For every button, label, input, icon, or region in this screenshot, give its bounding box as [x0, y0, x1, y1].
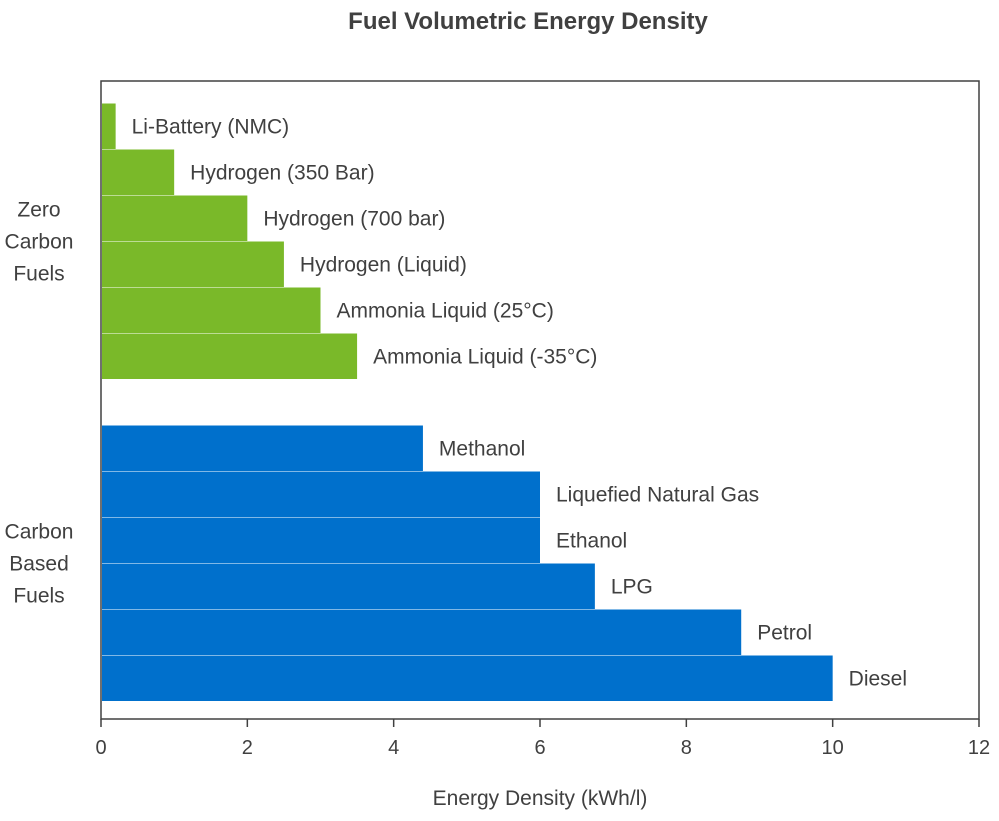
bar-ethanol [102, 517, 540, 563]
x-tick-label-8: 8 [681, 737, 692, 759]
bar-label-hydrogen-700-bar: Hydrogen (700 bar) [263, 207, 445, 230]
bar-hydrogen-350-bar [102, 149, 175, 195]
bar-label-lpg: LPG [611, 575, 653, 598]
group-label-carbon-based-fuels: Carbon Based Fuels [5, 521, 74, 608]
bar-label-liquefied-natural-gas: Liquefied Natural Gas [556, 483, 759, 506]
bar-petrol [102, 609, 742, 655]
bar-label-ammonia-liquid-25-c: Ammonia Liquid (25°C) [337, 299, 554, 322]
bar-methanol [102, 425, 423, 471]
bar-hydrogen-700-bar [102, 195, 248, 241]
bar-ammonia-liquid-25-c [102, 287, 321, 333]
bar-label-hydrogen-liquid: Hydrogen (Liquid) [300, 253, 467, 276]
group-labels-layer: Zero Carbon Fuels Carbon Based Fuels [5, 199, 74, 608]
x-axis-ticks: 0 2 4 6 8 10 12 [95, 719, 990, 759]
x-tick-label-10: 10 [822, 737, 844, 759]
x-tick-label-6: 6 [534, 737, 545, 759]
x-tick-label-4: 4 [388, 737, 399, 759]
x-axis-title: Energy Density (kWh/l) [433, 787, 648, 810]
x-tick-label-0: 0 [95, 737, 106, 759]
group-label-zero-carbon-fuels: Zero Carbon Fuels [5, 199, 74, 286]
bar-ammonia-liquid-35-c [102, 333, 358, 379]
x-tick-label-2: 2 [242, 737, 253, 759]
bars-layer: Li-Battery (NMC) Hydrogen (350 Bar) Hydrog… [102, 103, 907, 701]
chart-title: Fuel Volumetric Energy Density [348, 8, 708, 35]
bar-diesel [102, 655, 833, 701]
bar-label-petrol: Petrol [757, 621, 812, 644]
bar-liquefied-natural-gas [102, 471, 540, 517]
x-tick-label-12: 12 [968, 737, 990, 759]
bar-label-li-battery-nmc: Li-Battery (NMC) [132, 115, 290, 138]
bar-label-ethanol: Ethanol [556, 529, 627, 552]
bar-li-battery-nmc [102, 103, 116, 149]
bar-label-methanol: Methanol [439, 437, 525, 460]
bar-label-hydrogen-350-bar: Hydrogen (350 Bar) [190, 161, 374, 184]
bar-label-diesel: Diesel [849, 667, 907, 690]
bar-hydrogen-liquid [102, 241, 284, 287]
bar-label-ammonia-liquid-35-c: Ammonia Liquid (-35°C) [373, 345, 597, 368]
bar-lpg [102, 563, 595, 609]
